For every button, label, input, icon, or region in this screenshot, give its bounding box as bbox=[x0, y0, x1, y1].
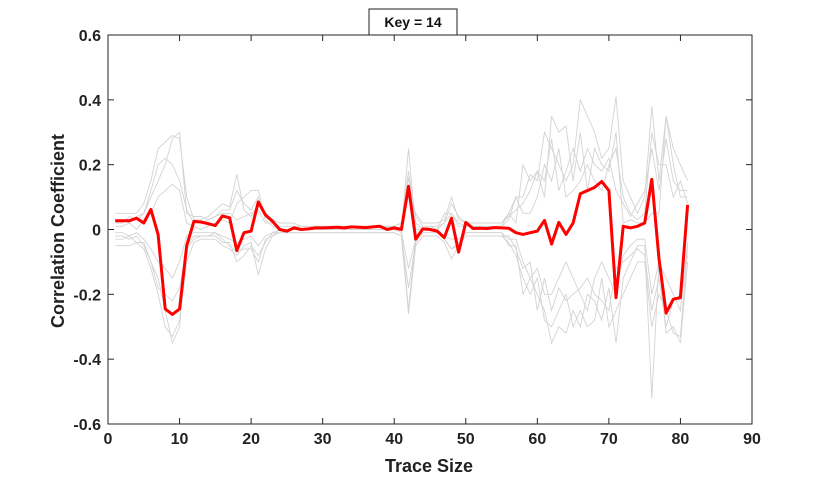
x-tick-label: 60 bbox=[528, 431, 546, 448]
x-tick-label: 80 bbox=[672, 431, 690, 448]
y-tick-label: 0.6 bbox=[79, 28, 101, 45]
y-tick-label: -0.4 bbox=[73, 352, 101, 369]
y-tick-label: -0.6 bbox=[73, 417, 101, 434]
background-series-line-3 bbox=[115, 96, 689, 227]
title-box-border bbox=[368, 8, 458, 36]
background-series-line-1 bbox=[115, 115, 688, 230]
title-box: Key = 14 bbox=[368, 8, 458, 36]
x-tick-label: 90 bbox=[743, 431, 761, 448]
y-tick-label: -0.2 bbox=[73, 287, 101, 304]
y-tick-label: 0.2 bbox=[79, 158, 101, 175]
x-tick-label: 40 bbox=[385, 431, 403, 448]
x-tick-label: 0 bbox=[104, 431, 113, 448]
tick-group: 0 10 20 30 40 50 60 70 80 90 -0.6 -0.4 -0.2 0 0.2 0.4 0.… bbox=[73, 28, 761, 448]
y-tick-label: 0.4 bbox=[79, 93, 101, 110]
background-series-line-6 bbox=[115, 229, 689, 313]
x-tick-label: 10 bbox=[171, 431, 189, 448]
background-series-line-8 bbox=[115, 232, 689, 327]
y-axis-label: Correlation Coefficient bbox=[48, 134, 68, 328]
background-series-line-2 bbox=[115, 229, 689, 399]
chart-title: Key = 14 bbox=[384, 14, 441, 30]
x-tick-label: 30 bbox=[314, 431, 332, 448]
background-series-group bbox=[115, 96, 689, 399]
highlight-series-group bbox=[115, 177, 690, 316]
y-tick-label: 0 bbox=[92, 223, 101, 240]
x-tick-label: 20 bbox=[242, 431, 260, 448]
x-tick-label: 50 bbox=[457, 431, 475, 448]
x-tick-label: 70 bbox=[600, 431, 618, 448]
highlight-series-line bbox=[115, 177, 690, 316]
x-axis-label: Trace Size bbox=[385, 456, 473, 476]
